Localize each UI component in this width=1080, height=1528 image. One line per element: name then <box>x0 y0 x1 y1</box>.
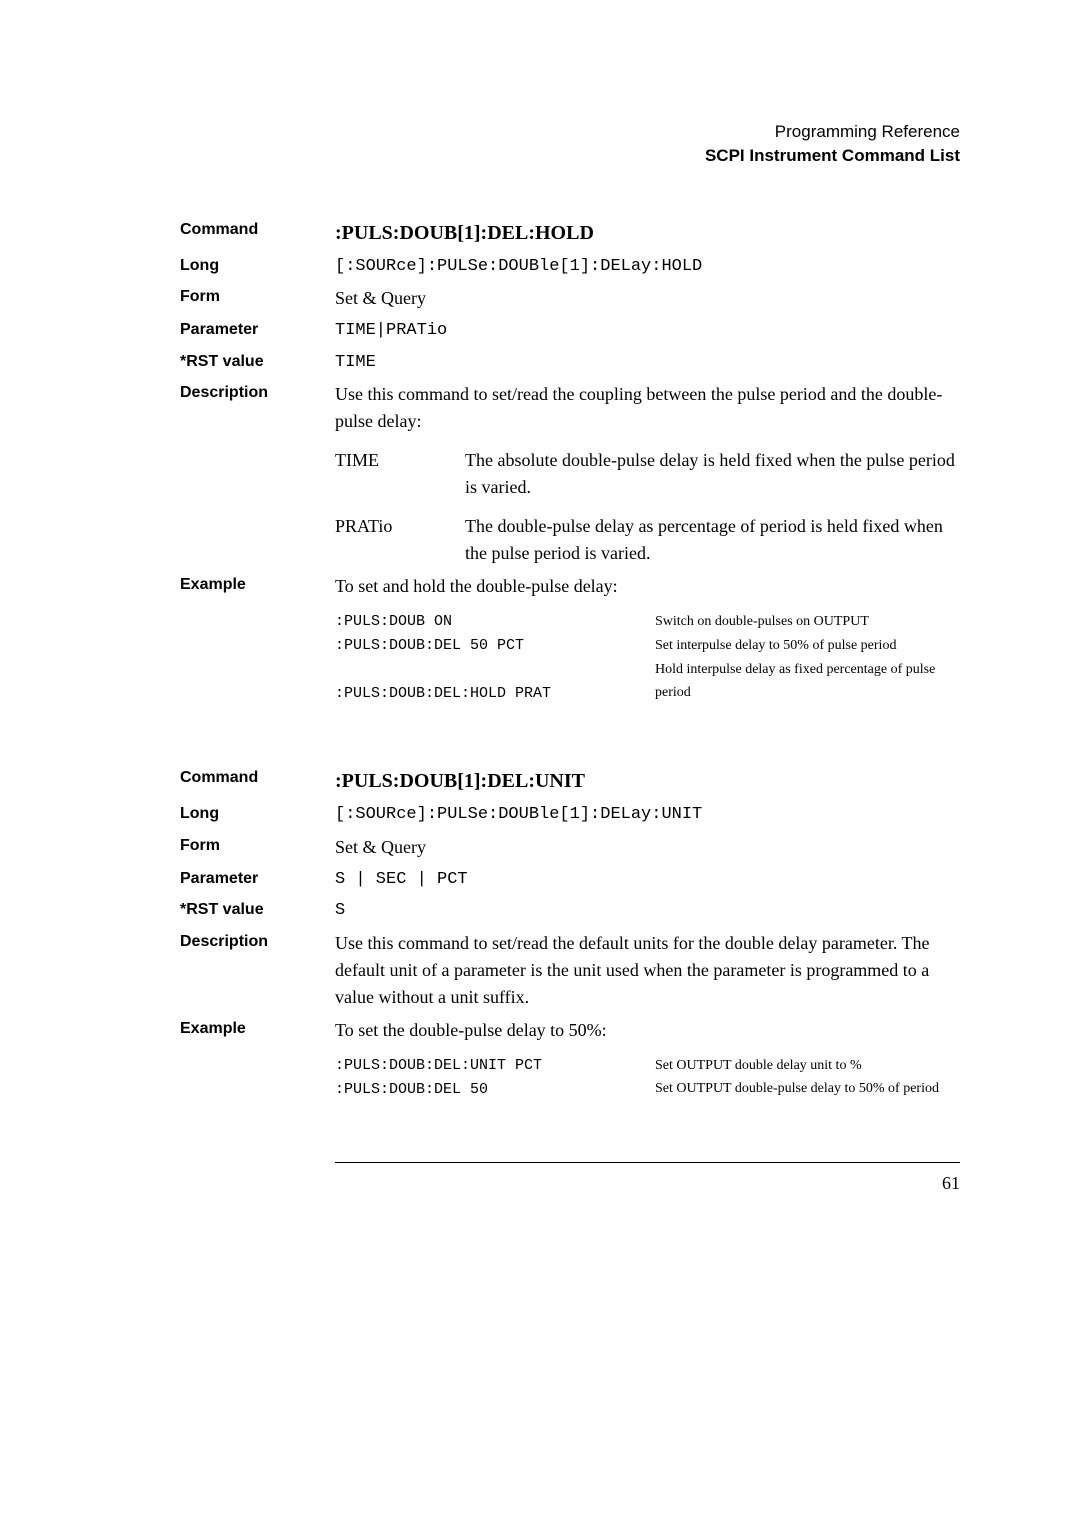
command-block-1: Command :PULS:DOUB[1]:DEL:HOLD Long [:SO… <box>180 218 960 707</box>
form-value: Set & Query <box>335 285 960 312</box>
rst-label: *RST value <box>180 898 335 922</box>
time-text: The absolute double-pulse delay is held … <box>465 447 960 501</box>
example-desc-line: Hold interpulse delay as fixed percentag… <box>655 658 960 706</box>
rst-value: TIME <box>335 350 960 376</box>
form-label: Form <box>180 834 335 858</box>
long-label: Long <box>180 254 335 278</box>
example-label: Example <box>180 1017 335 1041</box>
form-value: Set & Query <box>335 834 960 861</box>
example-code: :PULS:DOUB:DEL:UNIT PCT :PULS:DOUB:DEL 5… <box>335 1054 655 1102</box>
pratio-key: PRATio <box>335 513 465 540</box>
description-label: Description <box>180 381 335 405</box>
example-desc-line: Set OUTPUT double delay unit to % <box>655 1054 960 1078</box>
example-desc-line: Set interpulse delay to 50% of pulse per… <box>655 634 960 658</box>
parameter-label: Parameter <box>180 867 335 891</box>
example-desc-line: Set OUTPUT double-pulse delay to 50% of … <box>655 1077 960 1101</box>
parameter-value: S | SEC | PCT <box>335 867 960 893</box>
page-number: 61 <box>180 1173 960 1194</box>
page-header: Programming Reference SCPI Instrument Co… <box>180 120 960 168</box>
command-block-2: Command :PULS:DOUB[1]:DEL:UNIT Long [:SO… <box>180 766 960 1102</box>
header-line-2: SCPI Instrument Command List <box>180 144 960 168</box>
rst-value: S <box>335 898 960 924</box>
command-value: :PULS:DOUB[1]:DEL:UNIT <box>335 766 960 796</box>
long-label: Long <box>180 802 335 826</box>
pratio-text: The double-pulse delay as percentage of … <box>465 513 960 567</box>
example-lead: To set and hold the double-pulse delay: <box>335 573 960 600</box>
example-body: To set and hold the double-pulse delay: … <box>335 573 960 706</box>
page: Programming Reference SCPI Instrument Co… <box>0 0 1080 1254</box>
header-line-1: Programming Reference <box>180 120 960 144</box>
description-text: Use this command to set/read the couplin… <box>335 381 960 435</box>
time-key: TIME <box>335 447 465 474</box>
example-desc: Switch on double-pulses on OUTPUT Set in… <box>655 610 960 705</box>
example-desc-line: Switch on double-pulses on OUTPUT <box>655 610 960 634</box>
parameter-label: Parameter <box>180 318 335 342</box>
example-lead: To set the double-pulse delay to 50%: <box>335 1017 960 1044</box>
long-value: [:SOURce]:PULSe:DOUBle[1]:DELay:UNIT <box>335 802 960 828</box>
long-value: [:SOURce]:PULSe:DOUBle[1]:DELay:HOLD <box>335 254 960 280</box>
example-desc: Set OUTPUT double delay unit to % Set OU… <box>655 1054 960 1102</box>
description-label: Description <box>180 930 335 954</box>
parameter-value: TIME|PRATio <box>335 318 960 344</box>
description-body: Use this command to set/read the couplin… <box>335 381 960 567</box>
example-body: To set the double-pulse delay to 50%: :P… <box>335 1017 960 1102</box>
description-text: Use this command to set/read the default… <box>335 930 960 1011</box>
command-label: Command <box>180 218 335 242</box>
command-value: :PULS:DOUB[1]:DEL:HOLD <box>335 218 960 248</box>
footer-rule <box>335 1162 960 1163</box>
example-code: :PULS:DOUB ON :PULS:DOUB:DEL 50 PCT :PUL… <box>335 610 655 706</box>
rst-label: *RST value <box>180 350 335 374</box>
command-label: Command <box>180 766 335 790</box>
example-label: Example <box>180 573 335 597</box>
form-label: Form <box>180 285 335 309</box>
